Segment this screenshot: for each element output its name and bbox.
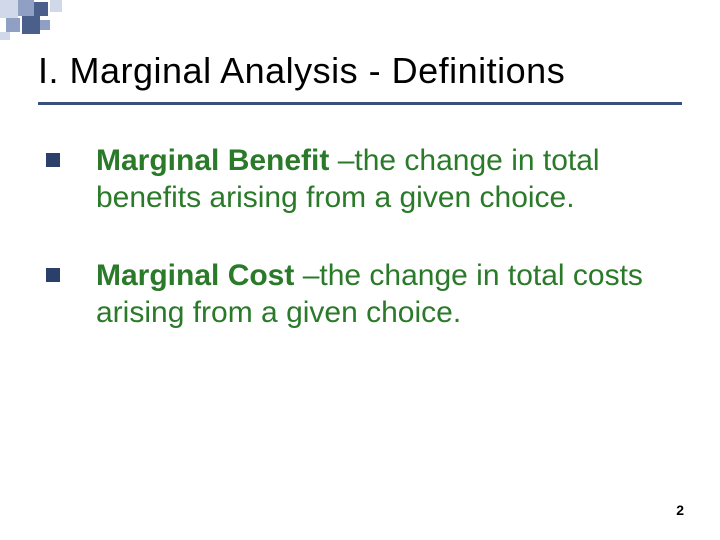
bullet-text: Marginal Cost –the change in total costs… xyxy=(96,258,682,331)
page-number: 2 xyxy=(676,502,684,518)
deco-square xyxy=(0,32,10,40)
corner-decoration xyxy=(0,0,120,40)
title-underline xyxy=(38,102,682,105)
deco-square xyxy=(50,0,62,12)
deco-square xyxy=(6,18,20,32)
deco-square xyxy=(34,2,48,16)
deco-square xyxy=(40,20,50,30)
term: Marginal Cost xyxy=(96,259,294,292)
deco-square xyxy=(18,0,34,16)
list-item: Marginal Benefit –the change in total be… xyxy=(46,143,682,216)
list-item: Marginal Cost –the change in total costs… xyxy=(46,258,682,331)
slide-content: I. Marginal Analysis - Definitions Margi… xyxy=(0,0,720,331)
bullet-marker-icon xyxy=(46,268,60,282)
deco-square xyxy=(0,0,18,18)
term: Marginal Benefit xyxy=(96,144,329,177)
bullet-list: Marginal Benefit –the change in total be… xyxy=(38,143,682,331)
bullet-marker-icon xyxy=(46,153,60,167)
bullet-text: Marginal Benefit –the change in total be… xyxy=(96,143,682,216)
deco-square xyxy=(22,16,40,34)
page-title: I. Marginal Analysis - Definitions xyxy=(38,50,682,92)
